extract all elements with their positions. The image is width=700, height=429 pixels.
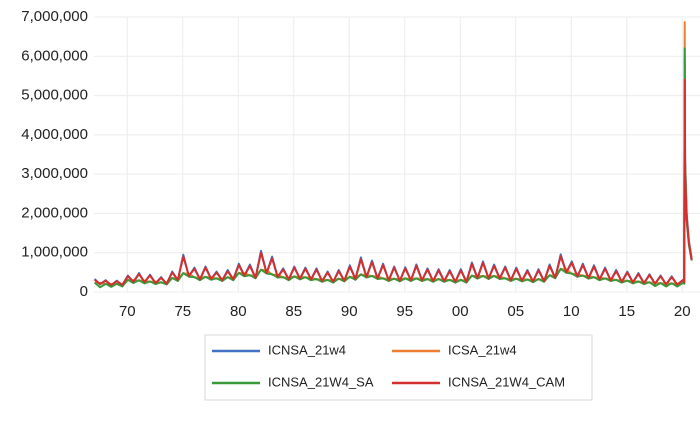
x-tick-label: 75 — [174, 303, 191, 320]
x-tick-label: 80 — [230, 303, 247, 320]
y-tick-label: 3,000,000 — [21, 165, 88, 182]
y-tick-label: 0 — [80, 283, 88, 300]
legend-box — [204, 334, 593, 401]
legend-label: ICNSA_21W4_CAM — [448, 374, 565, 389]
legend-label: ICNSA_21w4 — [268, 342, 346, 357]
y-tick-label: 2,000,000 — [21, 204, 88, 221]
legend-label: ICNSA_21W4_SA — [268, 374, 374, 389]
x-tick-label: 00 — [452, 303, 469, 320]
x-tick-label: 10 — [563, 303, 580, 320]
x-tick-label: 90 — [341, 303, 358, 320]
y-tick-label: 1,000,000 — [21, 244, 88, 261]
x-tick-label: 05 — [507, 303, 524, 320]
legend: ICNSA_21w4 ICSA_21w4 ICNSA_21W4_SA ICNSA_21… — [212, 342, 565, 389]
legend-label: ICSA_21w4 — [448, 342, 517, 357]
y-tick-label: 7,000,000 — [21, 8, 88, 25]
series-line — [93, 47, 693, 289]
y-tick-label: 5,000,000 — [21, 87, 88, 104]
y-tick-label: 4,000,000 — [21, 126, 88, 143]
x-tick-label: 20 — [674, 303, 691, 320]
series-line — [94, 21, 693, 286]
x-tick-label: 95 — [396, 303, 413, 320]
x-tick-label: 70 — [119, 303, 136, 320]
x-tick-label: 15 — [618, 303, 635, 320]
series-line — [94, 78, 693, 286]
x-tick-label: 85 — [285, 303, 302, 320]
series-line — [93, 54, 693, 287]
y-tick-label: 6,000,000 — [21, 47, 88, 64]
